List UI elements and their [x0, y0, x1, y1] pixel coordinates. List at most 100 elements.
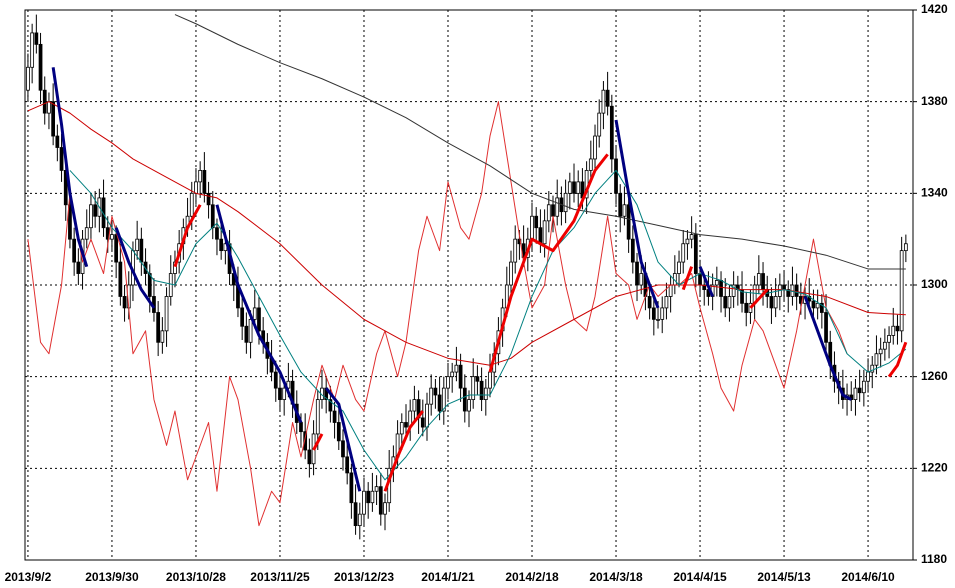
candle-body: [769, 296, 774, 309]
candle-body: [588, 158, 593, 171]
candle-body: [353, 502, 358, 527]
candle-body: [534, 215, 539, 229]
candle-body: [206, 192, 211, 206]
y-tick-label: 1420: [921, 2, 948, 16]
candle-body: [542, 220, 547, 245]
candle-body: [681, 243, 686, 263]
indicator-line: [749, 288, 769, 309]
candle-body: [286, 380, 291, 389]
x-tick-label: 2014/2/18: [505, 570, 559, 584]
candle-body: [139, 238, 144, 263]
candle-body: [509, 261, 513, 286]
candle-body: [605, 89, 610, 107]
candle-body: [882, 341, 887, 350]
indicator-line: [51, 67, 89, 268]
indicator-line: [488, 153, 609, 373]
candle-body: [244, 325, 249, 343]
candle-body: [282, 387, 287, 400]
candle-body: [299, 422, 303, 433]
indicator-line: [887, 341, 908, 378]
candle-body: [59, 147, 64, 171]
indicator-line: [215, 204, 303, 424]
candle-body: [773, 296, 778, 309]
candle-body: [551, 204, 555, 217]
candle-body: [723, 296, 728, 309]
candle-body: [303, 431, 308, 451]
candle-body: [756, 273, 761, 286]
candle-body: [118, 261, 123, 297]
indicator-line: [681, 266, 694, 291]
candle-body: [815, 302, 820, 309]
candle-body: [399, 422, 404, 435]
indicator-line: [325, 387, 362, 492]
candle-body: [530, 215, 534, 240]
candle-body: [374, 486, 379, 492]
indicator-line: [27, 101, 848, 527]
candle-body: [786, 289, 791, 297]
candle-body: [866, 371, 870, 382]
candle-body: [26, 66, 30, 91]
candle-body: [635, 261, 639, 286]
candle-body: [315, 399, 320, 435]
candle-body: [744, 302, 749, 313]
x-tick-label: 2013/12/23: [334, 570, 394, 584]
candle-body: [122, 296, 127, 309]
candle-body: [210, 204, 215, 229]
candle-body: [609, 105, 614, 160]
candle-body: [693, 234, 698, 274]
indicator-line: [312, 433, 324, 451]
indicator-line: [114, 227, 156, 309]
candle-body: [404, 422, 408, 428]
candle-body: [517, 238, 522, 245]
candle-body: [156, 312, 161, 343]
candle-body: [89, 204, 93, 229]
candle-body: [467, 399, 471, 412]
candle-body: [899, 250, 904, 332]
candle-body: [164, 296, 169, 332]
candle-body: [345, 456, 350, 474]
candle-body: [891, 325, 896, 336]
candle-body: [660, 307, 665, 320]
indicator-line: [803, 295, 852, 401]
candle-body: [450, 371, 455, 378]
y-tick-label: 1220: [921, 461, 948, 475]
candle-body: [51, 101, 56, 137]
candle-body: [336, 422, 341, 442]
x-tick-label: 2014/3/18: [589, 570, 643, 584]
candle-body: [903, 243, 908, 252]
x-tick-label: 2013/9/30: [85, 570, 139, 584]
candle-body: [471, 376, 476, 400]
candle-body: [651, 307, 656, 320]
candle-body: [689, 234, 694, 240]
candle-body: [446, 376, 450, 389]
x-tick-label: 2013/11/25: [250, 570, 310, 584]
candle-body: [198, 170, 203, 183]
candle-body: [349, 472, 354, 504]
x-tick-label: 2013/9/2: [5, 570, 52, 584]
y-tick-label: 1180: [921, 552, 947, 566]
candle-body: [630, 238, 635, 263]
indicator-line: [614, 119, 660, 309]
candle-body: [383, 502, 387, 515]
candle-body: [168, 273, 173, 297]
candle-body: [219, 238, 224, 252]
y-tick-label: 1380: [921, 94, 948, 108]
candle-body: [47, 101, 51, 114]
candle-body: [433, 387, 438, 396]
candle-body: [824, 312, 828, 343]
candle-body: [332, 410, 337, 423]
indicator-line: [173, 204, 202, 268]
indicator-line: [174, 14, 906, 270]
candle-body: [861, 380, 866, 394]
candle-body: [685, 238, 690, 245]
candle-body: [110, 234, 114, 240]
candle-body: [135, 238, 140, 252]
y-tick-label: 1340: [921, 186, 948, 200]
candle-body: [887, 335, 891, 343]
candle-body: [189, 192, 194, 217]
candle-body: [488, 371, 492, 389]
candle-body: [618, 192, 623, 217]
candle-body: [458, 364, 463, 389]
candle-body: [420, 417, 425, 428]
candle-body: [668, 284, 673, 297]
